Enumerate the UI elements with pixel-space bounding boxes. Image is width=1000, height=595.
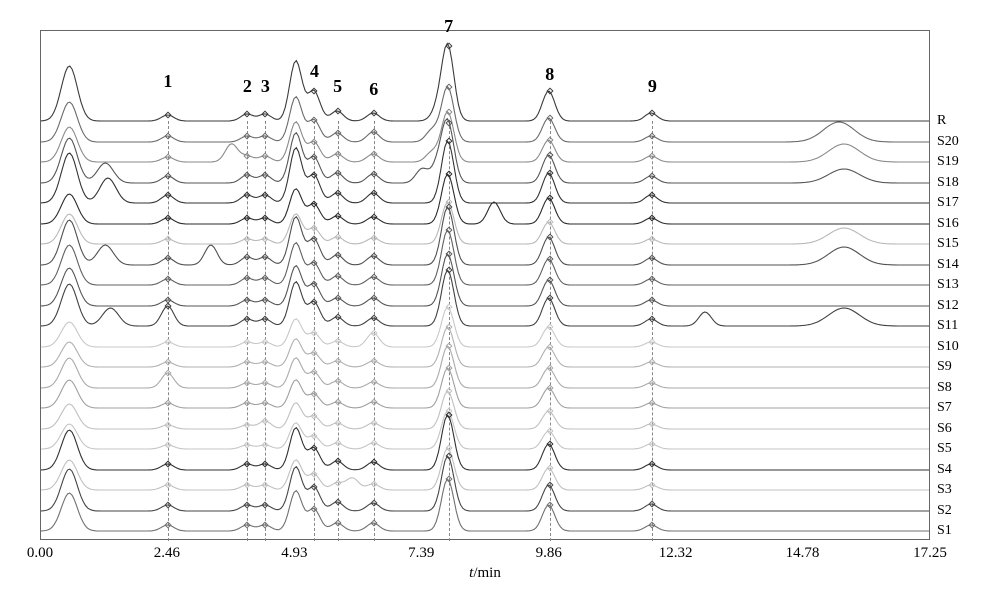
x-axis-label: t/min bbox=[469, 565, 501, 582]
trace-label-S12: S12 bbox=[937, 298, 959, 314]
peak-label-6: 6 bbox=[369, 79, 378, 100]
trace-label-S1: S1 bbox=[937, 523, 952, 539]
peak-label-9: 9 bbox=[648, 76, 657, 97]
xtick-7: 17.25 bbox=[913, 545, 947, 562]
peak-label-1: 1 bbox=[163, 71, 172, 92]
trace-label-S4: S4 bbox=[937, 462, 952, 478]
peak-label-2: 2 bbox=[243, 76, 252, 97]
trace-S1: S1 bbox=[41, 461, 929, 531]
trace-label-S15: S15 bbox=[937, 236, 959, 252]
xtick-1: 2.46 bbox=[154, 545, 180, 562]
trace-label-S17: S17 bbox=[937, 195, 959, 211]
trace-label-S6: S6 bbox=[937, 421, 952, 437]
xtick-6: 14.78 bbox=[786, 545, 820, 562]
trace-label-S5: S5 bbox=[937, 441, 952, 457]
peak-label-3: 3 bbox=[261, 76, 270, 97]
xtick-5: 12.32 bbox=[659, 545, 693, 562]
trace-label-S14: S14 bbox=[937, 257, 959, 273]
marker-R-7 bbox=[445, 42, 452, 49]
trace-label-S2: S2 bbox=[937, 503, 952, 519]
trace-label-S8: S8 bbox=[937, 380, 952, 396]
trace-label-S7: S7 bbox=[937, 400, 952, 416]
trace-label-S19: S19 bbox=[937, 154, 959, 170]
peak-label-5: 5 bbox=[333, 76, 342, 97]
trace-label-S11: S11 bbox=[937, 318, 958, 334]
xtick-2: 4.93 bbox=[281, 545, 307, 562]
trace-label-S13: S13 bbox=[937, 277, 959, 293]
peak-label-4: 4 bbox=[310, 61, 319, 82]
xtick-3: 7.39 bbox=[408, 545, 434, 562]
trace-label-S18: S18 bbox=[937, 175, 959, 191]
trace-label-S10: S10 bbox=[937, 339, 959, 355]
xtick-0: 0.00 bbox=[27, 545, 53, 562]
trace-label-R: R bbox=[937, 113, 946, 129]
xtick-4: 9.86 bbox=[536, 545, 562, 562]
peak-label-8: 8 bbox=[545, 64, 554, 85]
trace-label-S3: S3 bbox=[937, 482, 952, 498]
peak-label-7: 7 bbox=[444, 16, 453, 37]
trace-label-S16: S16 bbox=[937, 216, 959, 232]
trace-label-S9: S9 bbox=[937, 359, 952, 375]
plot-area: RS20S19S18S17S16S15S14S13S12S11S10S9S8S7… bbox=[40, 30, 930, 540]
trace-label-S20: S20 bbox=[937, 134, 959, 150]
